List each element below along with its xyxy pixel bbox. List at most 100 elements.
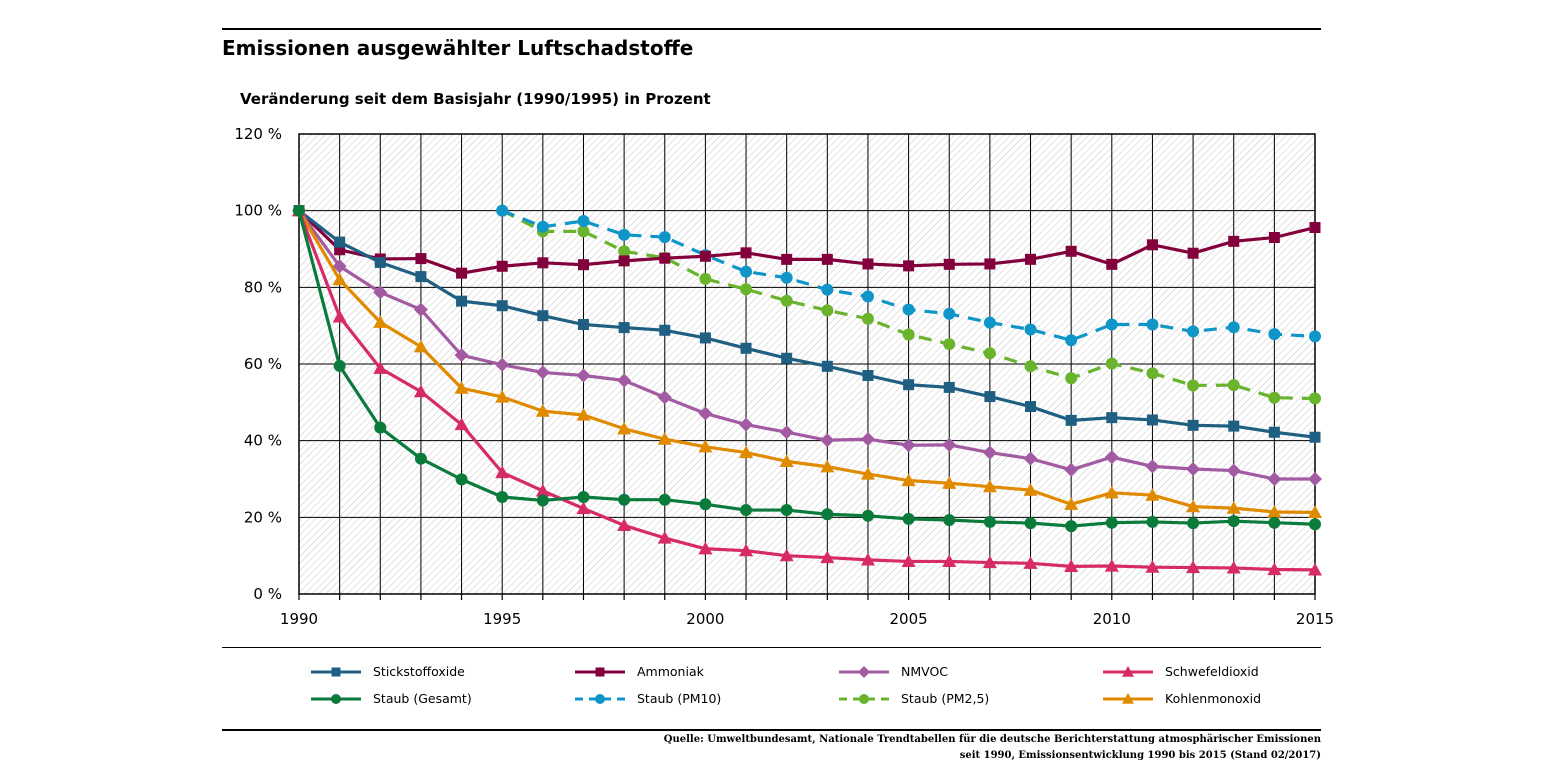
bottom-rule xyxy=(222,729,1321,731)
legend-swatch xyxy=(575,667,625,677)
data-point xyxy=(1104,485,1119,499)
data-point xyxy=(820,433,835,448)
data-point xyxy=(535,404,550,417)
data-point xyxy=(983,515,996,528)
top-rule xyxy=(222,28,1321,30)
data-point xyxy=(331,694,341,704)
x-tick-label: 1995 xyxy=(483,610,521,628)
data-point xyxy=(1308,562,1322,576)
y-tick-label: 40 % xyxy=(244,432,282,450)
data-point xyxy=(1064,497,1079,510)
data-point xyxy=(374,256,386,268)
series-0 xyxy=(293,205,1321,443)
legend-swatch xyxy=(575,694,625,704)
data-point xyxy=(1146,318,1159,331)
data-point xyxy=(1308,505,1322,518)
data-point xyxy=(1065,245,1077,257)
y-tick-label: 120 % xyxy=(234,125,282,143)
data-point xyxy=(1186,560,1201,574)
data-point xyxy=(1023,556,1038,569)
line-chart: 0 % 20 % 40 % 60 % 80 % 100 % 120 % 1990 1995 20… xyxy=(234,125,1334,628)
data-point xyxy=(780,504,793,517)
chart-subtitle: Veränderung seit dem Basisjahr (1990/199… xyxy=(240,90,711,108)
data-point xyxy=(1146,367,1159,380)
data-point xyxy=(1065,372,1078,385)
data-point xyxy=(1187,517,1200,530)
data-point xyxy=(415,253,427,265)
data-point xyxy=(780,271,793,284)
data-point xyxy=(779,425,794,440)
data-point xyxy=(617,421,632,435)
data-point xyxy=(413,339,428,353)
data-point xyxy=(943,381,955,393)
data-point xyxy=(333,359,346,372)
data-point xyxy=(332,272,347,286)
legend-label: Staub (Gesamt) xyxy=(373,691,472,706)
data-point xyxy=(699,272,712,285)
data-point xyxy=(1104,450,1119,465)
chart-title: Emissionen ausgewählter Luftschadstoffe xyxy=(222,36,694,60)
data-point xyxy=(454,417,469,431)
data-point xyxy=(1105,357,1118,370)
data-point xyxy=(1104,559,1119,572)
data-point xyxy=(1309,222,1321,234)
data-point xyxy=(496,260,508,272)
legend-label: Staub (PM2,5) xyxy=(901,691,990,706)
data-point xyxy=(1186,499,1201,513)
data-point xyxy=(860,467,875,480)
series-line xyxy=(297,209,1316,275)
data-point xyxy=(1024,323,1037,336)
data-point xyxy=(821,253,833,265)
data-point xyxy=(373,285,388,300)
data-point xyxy=(858,666,870,678)
data-point xyxy=(781,253,793,265)
data-point xyxy=(903,260,915,272)
data-point xyxy=(658,493,671,506)
data-point xyxy=(779,548,794,562)
data-point xyxy=(983,316,996,329)
data-point xyxy=(699,498,712,511)
data-point xyxy=(414,452,427,465)
data-point xyxy=(982,479,997,493)
data-point xyxy=(943,338,956,351)
data-point xyxy=(901,473,916,487)
data-point xyxy=(982,445,997,460)
data-point xyxy=(496,204,509,217)
legend-swatch xyxy=(839,694,889,704)
data-point xyxy=(821,283,834,296)
data-point xyxy=(456,295,468,307)
series-line xyxy=(297,210,1316,572)
data-point xyxy=(496,491,509,504)
data-point xyxy=(576,407,591,421)
data-point xyxy=(942,554,957,568)
legend-swatch xyxy=(311,694,361,704)
data-point xyxy=(1064,462,1079,477)
data-point xyxy=(820,459,835,473)
data-point xyxy=(821,508,834,521)
data-point xyxy=(820,550,835,564)
data-point xyxy=(1309,392,1321,405)
data-point xyxy=(537,310,549,322)
data-point xyxy=(536,494,549,507)
data-point xyxy=(740,265,753,278)
data-point xyxy=(982,555,997,569)
data-point xyxy=(1309,518,1321,531)
data-point xyxy=(984,391,996,403)
data-point xyxy=(1106,258,1118,270)
data-point xyxy=(861,509,874,522)
data-point xyxy=(943,307,956,320)
data-point xyxy=(617,518,632,531)
legend-label: Kohlenmonoxid xyxy=(1165,691,1262,706)
data-point xyxy=(1105,318,1118,331)
data-point xyxy=(577,491,590,504)
data-point xyxy=(1025,253,1037,265)
data-point xyxy=(1065,334,1078,347)
y-tick-label: 20 % xyxy=(244,508,282,526)
data-point xyxy=(618,255,630,267)
data-point xyxy=(1187,379,1200,392)
data-point xyxy=(657,390,672,405)
data-point xyxy=(456,267,468,279)
data-point xyxy=(373,361,388,374)
data-point xyxy=(1308,472,1322,486)
data-point xyxy=(595,667,605,677)
